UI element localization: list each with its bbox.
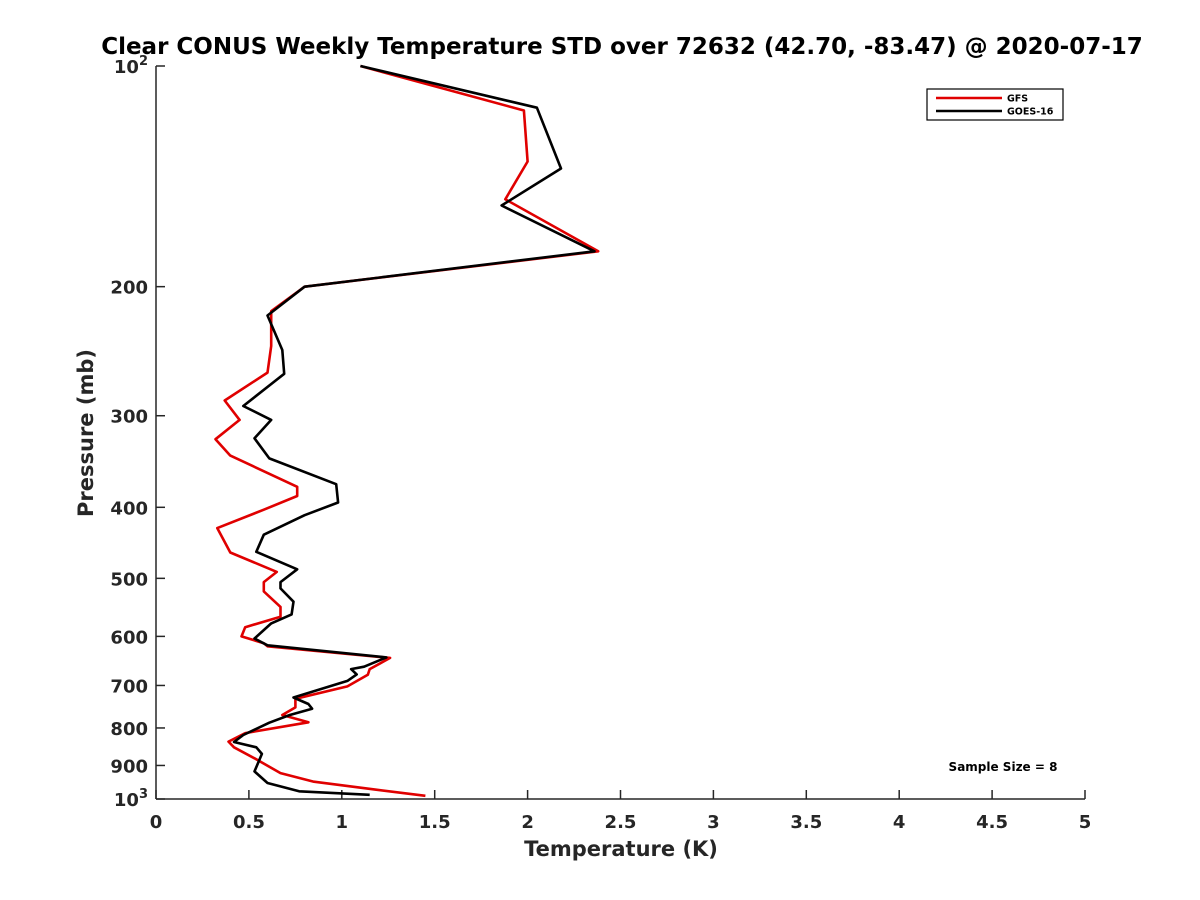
legend-label-gfs: GFS bbox=[1007, 94, 1028, 105]
series-line-goes-16 bbox=[232, 64, 596, 797]
x-tick-label: 4 bbox=[893, 812, 906, 833]
y-tick-label: 600 bbox=[110, 627, 148, 648]
series-layer bbox=[214, 64, 600, 798]
y-tick-label: 700 bbox=[110, 676, 148, 697]
y-tick-label: 500 bbox=[110, 569, 148, 590]
x-axis-label: Temperature (K) bbox=[524, 837, 718, 861]
y-tick-label: 103 bbox=[114, 787, 148, 811]
legend-box bbox=[926, 88, 1064, 121]
chart-title: Clear CONUS Weekly Temperature STD over … bbox=[101, 34, 1143, 60]
x-tick-label: 2.5 bbox=[605, 812, 637, 833]
y-tick-label: 900 bbox=[110, 756, 148, 777]
y-tick-label: 400 bbox=[110, 498, 148, 519]
y-ticks: 102 200 300 400 500 600 700 800 900 103 bbox=[110, 54, 165, 811]
sample-size-annotation: Sample Size = 8 bbox=[949, 760, 1058, 774]
x-tick-label: 0.5 bbox=[233, 812, 265, 833]
x-tick-label: 3.5 bbox=[790, 812, 822, 833]
legend: GFS GOES-16 bbox=[926, 88, 1064, 121]
x-tick-label: 1.5 bbox=[419, 812, 451, 833]
x-tick-label: 5 bbox=[1079, 812, 1092, 833]
y-tick-label: 102 bbox=[114, 54, 148, 78]
x-tick-label: 2 bbox=[521, 812, 534, 833]
x-tick-label: 4.5 bbox=[976, 812, 1008, 833]
y-tick-label: 300 bbox=[110, 407, 148, 428]
x-ticks: 0 0.5 1 1.5 2 2.5 3 3.5 4 4.5 5 bbox=[150, 790, 1092, 833]
x-tick-label: 0 bbox=[150, 812, 163, 833]
plot-axes bbox=[155, 66, 1085, 800]
y-axis-label: Pressure (mb) bbox=[74, 349, 98, 517]
y-tick-label: 200 bbox=[110, 278, 148, 299]
legend-label-goes16: GOES-16 bbox=[1007, 107, 1054, 118]
y-tick-label: 800 bbox=[110, 719, 148, 740]
series-line-gfs bbox=[214, 64, 600, 798]
x-tick-label: 3 bbox=[707, 812, 720, 833]
x-tick-label: 1 bbox=[336, 812, 349, 833]
